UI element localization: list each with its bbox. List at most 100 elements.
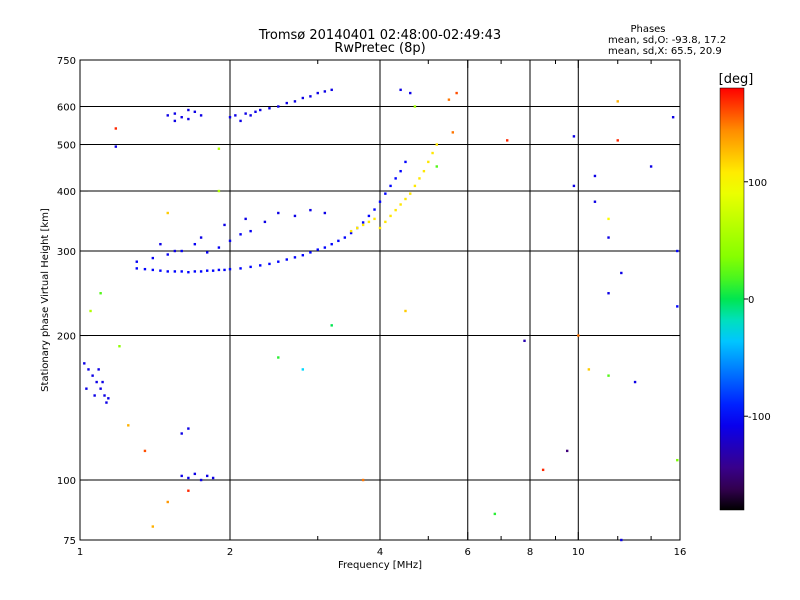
- data-point: [187, 489, 190, 492]
- data-point: [676, 305, 679, 308]
- data-point: [87, 368, 90, 371]
- data-point: [301, 96, 305, 100]
- data-point: [166, 270, 169, 273]
- data-point: [399, 203, 402, 206]
- y-tick-label: 75: [63, 536, 76, 547]
- data-point: [676, 249, 679, 253]
- data-point: [409, 91, 412, 95]
- data-point: [293, 214, 297, 218]
- data-point: [455, 91, 458, 95]
- data-point: [367, 214, 371, 218]
- data-point: [607, 217, 610, 221]
- data-point: [93, 394, 96, 397]
- data-point: [249, 114, 252, 117]
- y-tick-label: 600: [57, 103, 76, 114]
- plot-area: 1 2 4 6 8 10 16 75 100 200 300 400 500 600 750: [57, 56, 686, 558]
- data-point: [211, 269, 215, 272]
- data-point: [541, 468, 545, 472]
- data-point: [217, 189, 221, 193]
- data-point: [99, 292, 102, 295]
- data-point: [199, 114, 203, 117]
- data-point: [607, 292, 610, 295]
- data-point: [413, 184, 417, 188]
- data-point: [277, 105, 280, 108]
- data-point: [239, 267, 242, 270]
- data-point: [143, 449, 147, 453]
- data-point: [151, 268, 155, 272]
- x-tick-label: 2: [227, 547, 233, 558]
- data-point: [199, 478, 203, 482]
- data-point: [193, 110, 197, 113]
- data-point: [373, 217, 376, 221]
- data-point: [83, 362, 86, 365]
- data-point: [447, 98, 451, 101]
- data-point: [404, 309, 407, 313]
- data-point: [435, 165, 438, 168]
- data-point: [277, 260, 280, 263]
- data-point: [418, 177, 421, 180]
- data-point: [193, 472, 197, 476]
- data-point: [399, 169, 402, 173]
- data-point: [361, 223, 365, 227]
- data-point: [361, 221, 365, 224]
- data-point: [211, 476, 215, 480]
- data-point: [166, 500, 169, 504]
- x-tick-label: 8: [527, 547, 533, 558]
- x-tick-label: 1: [77, 547, 83, 558]
- chart-subtitle: RwPretec (8p): [334, 41, 425, 56]
- data-point: [277, 356, 280, 359]
- data-point: [378, 200, 382, 203]
- data-point: [587, 368, 591, 371]
- data-point: [301, 368, 305, 371]
- data-point: [409, 192, 412, 195]
- data-point: [607, 374, 610, 377]
- data-point: [91, 374, 94, 377]
- x-tick-label: 10: [572, 547, 585, 558]
- data-point: [107, 397, 110, 400]
- data-point: [217, 147, 221, 150]
- colorbar-label: [deg]: [719, 72, 754, 87]
- data-point: [620, 271, 623, 275]
- data-point: [217, 268, 221, 272]
- data-point: [127, 424, 130, 427]
- data-point: [223, 268, 226, 272]
- data-point: [151, 256, 155, 260]
- data-point: [451, 131, 455, 134]
- data-point: [249, 265, 252, 269]
- data-point: [101, 380, 104, 384]
- data-point: [180, 116, 183, 119]
- data-point: [249, 229, 252, 233]
- y-tick-label: 750: [57, 56, 76, 67]
- data-point: [244, 112, 247, 115]
- data-point: [285, 101, 288, 105]
- data-point: [159, 269, 162, 272]
- data-point: [330, 88, 333, 92]
- data-point: [151, 525, 155, 528]
- data-point: [616, 139, 619, 142]
- y-tick-label: 300: [57, 247, 76, 258]
- data-point: [105, 401, 108, 404]
- data-point: [205, 269, 209, 272]
- data-point: [431, 151, 434, 155]
- data-point: [593, 174, 597, 178]
- data-point: [187, 476, 190, 480]
- y-axis-label: Stationary phase Virtual Height [km]: [40, 208, 51, 392]
- data-point: [259, 264, 262, 267]
- data-point: [103, 394, 106, 397]
- data-point: [217, 246, 221, 249]
- data-point: [95, 380, 98, 384]
- data-point: [384, 220, 387, 224]
- data-point: [399, 88, 402, 92]
- data-point: [285, 258, 288, 261]
- data-point: [187, 271, 190, 274]
- data-point: [337, 239, 340, 243]
- data-point: [97, 368, 100, 371]
- data-point: [389, 184, 392, 188]
- data-point: [205, 251, 209, 254]
- data-point: [323, 246, 327, 249]
- data-point: [205, 474, 209, 478]
- data-point: [309, 208, 312, 212]
- data-point: [505, 139, 509, 142]
- data-point: [343, 236, 347, 239]
- data-point: [373, 208, 376, 211]
